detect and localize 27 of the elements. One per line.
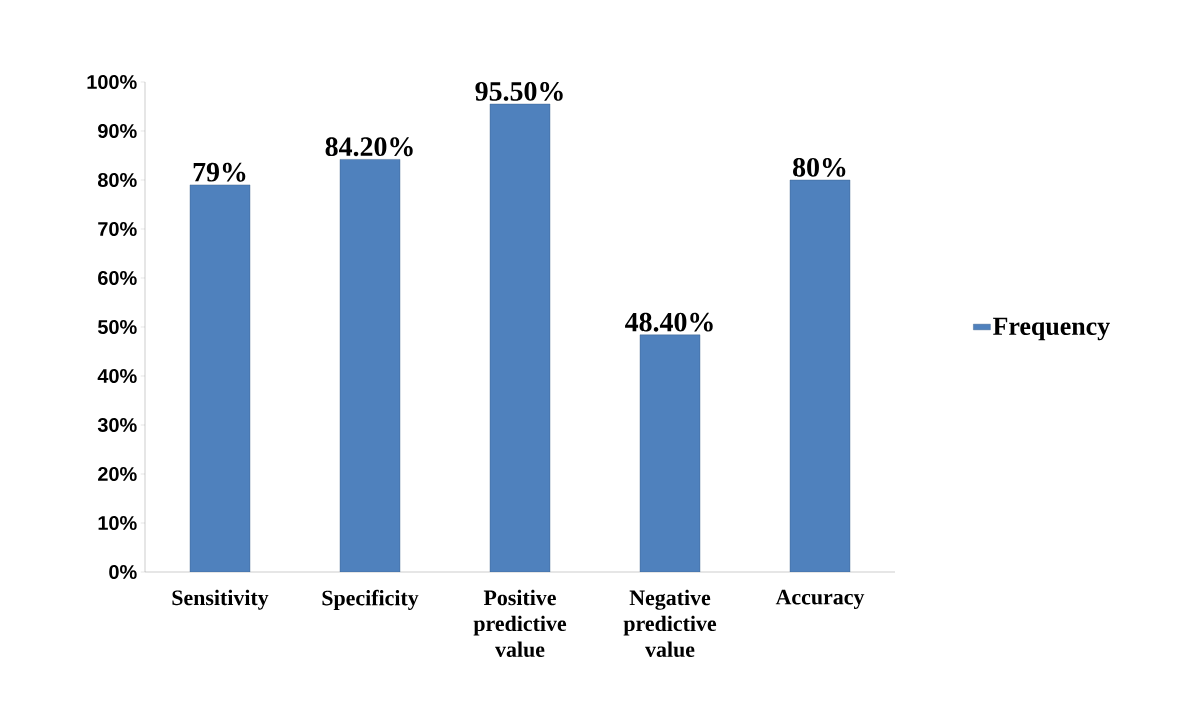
data-label: 95.50% [475,81,563,101]
data-label: 80% [793,157,846,177]
bar [639,334,701,572]
y-tick-label: 40% [97,368,137,384]
data-label: 84.20% [325,137,413,157]
x-tick-label: Accuracy [775,589,865,609]
y-tick-label: 80% [97,172,137,188]
y-tick-label: 90% [98,123,137,139]
legend-label: Frequency [993,317,1110,341]
y-tick-label: 50% [97,319,137,335]
bar [339,159,401,572]
bar [489,103,551,572]
y-tick-label: 10% [98,515,137,531]
y-tick-label: 20% [98,466,137,482]
y-tick-label: 0% [109,564,137,580]
bar [189,184,251,572]
y-tick-label: 70% [98,221,137,237]
x-tick-label: Sensitivity [172,589,269,610]
x-tick-label: Positive predictive value [473,589,567,658]
bar [789,179,851,572]
y-tick-label: 60% [98,270,137,286]
data-label: 48.40% [625,312,713,332]
x-tick-label: Negative predictive value [623,589,717,658]
x-tick-label: Specificity [322,589,419,610]
y-tick-label: 100% [87,74,137,90]
data-label: 79% [193,162,246,182]
y-tick-label: 30% [97,417,137,433]
